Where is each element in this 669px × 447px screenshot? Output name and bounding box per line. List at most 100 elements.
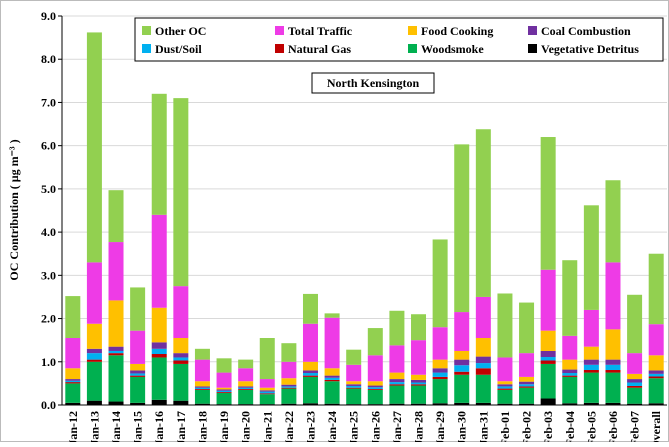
bar-segment <box>324 368 340 376</box>
bar-segment <box>562 373 578 376</box>
bar-segment <box>346 349 362 365</box>
bar-segment <box>173 286 189 339</box>
y-tick-label: 6.0 <box>41 139 56 153</box>
y-tick-label: 0.0 <box>41 398 56 412</box>
bar-segment <box>562 375 578 377</box>
bar-segment <box>497 384 513 387</box>
bar-segment <box>259 338 275 380</box>
bar-segment <box>151 348 167 354</box>
bar-segment <box>562 403 578 405</box>
bar-segment <box>519 384 535 387</box>
x-tick-label: Jan-28 <box>412 411 426 442</box>
bar-segment <box>475 402 491 405</box>
bar-segment <box>346 381 362 385</box>
bar-segment <box>627 382 643 386</box>
bar-segment <box>475 338 491 357</box>
bar-segment <box>259 394 275 405</box>
x-tick-label: Jan-14 <box>109 411 123 442</box>
bar-segment <box>605 262 621 330</box>
x-tick-label: Jan-15 <box>131 411 145 442</box>
bar-segment <box>519 302 535 354</box>
bar-segment <box>302 323 318 362</box>
bar-segment <box>302 293 318 324</box>
bar-segment <box>194 348 210 360</box>
bar-segment <box>497 381 513 385</box>
bar-segment <box>648 378 664 404</box>
bar-segment <box>86 323 102 349</box>
bar-segment <box>216 358 232 373</box>
x-tick-label: Jan-20 <box>239 411 253 442</box>
x-tick-label: Jan-13 <box>87 411 101 442</box>
bar-segment <box>238 387 254 390</box>
bar-segment <box>475 296 491 339</box>
bar-segment <box>411 403 427 405</box>
bar-segment <box>216 372 232 388</box>
bar-segment <box>540 269 556 331</box>
bar-segment <box>216 390 232 393</box>
bar-segment <box>497 388 513 390</box>
bar-segment <box>519 376 535 382</box>
bar-segment <box>173 400 189 405</box>
bar-segment <box>238 381 254 387</box>
bar-segment <box>389 403 405 405</box>
bar-segment <box>65 379 81 381</box>
x-tick-label: Feb-04 <box>563 411 577 442</box>
annotation-box <box>311 72 435 94</box>
bar-segment <box>108 355 124 402</box>
y-axis-label: OC Contribution ( µg m⁻³ ) <box>7 139 21 280</box>
legend-swatch <box>142 44 151 53</box>
bar-segment <box>108 346 124 351</box>
bar-segment <box>627 294 643 354</box>
bar-segment <box>562 335 578 360</box>
bar-segment <box>86 400 102 405</box>
bar-segment <box>605 369 621 373</box>
bar-segment <box>194 381 210 387</box>
bar-segment <box>497 293 513 358</box>
bar-segment <box>389 382 405 385</box>
bar-segment <box>389 384 405 386</box>
legend-label: Food Cooking <box>421 24 493 38</box>
bar-segment <box>86 359 102 362</box>
bar-segment <box>281 386 297 388</box>
y-tick-label: 1.0 <box>41 355 56 369</box>
bar-segment <box>86 361 102 401</box>
bar-segment <box>151 214 167 308</box>
legend-swatch <box>528 26 537 35</box>
bar-segment <box>540 363 556 399</box>
bar-segment <box>540 137 556 270</box>
bar-segment <box>346 364 362 382</box>
bar-segment <box>605 180 621 263</box>
bar-segment <box>194 389 210 404</box>
x-tick-label: Feb-03 <box>541 411 555 442</box>
bar-segment <box>173 363 189 401</box>
bar-segment <box>238 389 254 390</box>
bar-segment <box>130 330 146 364</box>
bar-segment <box>86 348 102 354</box>
bar-segment <box>130 375 146 377</box>
bar-segment <box>475 368 491 375</box>
bar-segment <box>583 364 599 370</box>
bar-segment <box>65 368 81 380</box>
bar-segment <box>389 310 405 346</box>
bar-segment <box>367 387 383 390</box>
y-tick-label: 4.0 <box>41 225 56 239</box>
bar-segment <box>411 314 427 341</box>
bar-segment <box>583 372 599 403</box>
bar-segment <box>130 363 146 371</box>
bar-segment <box>432 327 448 360</box>
bar-segment <box>411 379 427 383</box>
bar-segment <box>216 392 232 405</box>
bar-segment <box>108 401 124 405</box>
x-tick-label: Feb-06 <box>606 411 620 442</box>
bar-segment <box>562 260 578 336</box>
bar-segment <box>108 350 124 354</box>
x-tick-label: Feb-07 <box>628 411 642 442</box>
legend-label: Total Traffic <box>288 24 353 38</box>
bar-segment <box>648 324 664 356</box>
bar-segment <box>367 328 383 356</box>
bar-segment <box>540 398 556 405</box>
bar-segment <box>238 368 254 382</box>
bar-segment <box>302 370 318 374</box>
bar-segment <box>65 402 81 405</box>
bar-segment <box>627 379 643 383</box>
